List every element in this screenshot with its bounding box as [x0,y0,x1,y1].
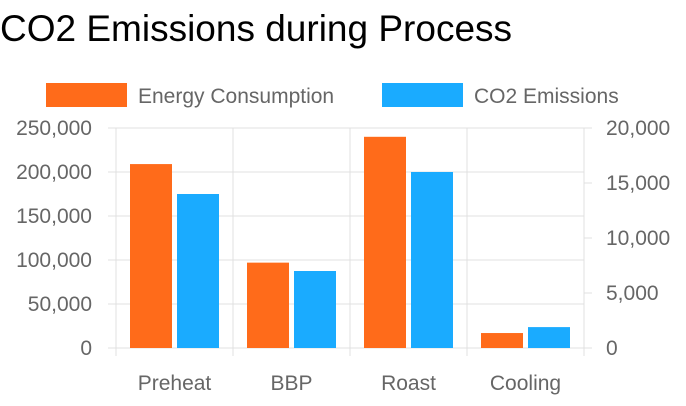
legend-swatch [382,83,463,107]
bar-co2-emissions [294,271,336,348]
y-right-tick-label: 15,000 [606,172,670,195]
legend-label: CO2 Emissions [474,85,619,108]
y-right-tick-label: 0 [606,337,618,360]
y-left-tick-label: 100,000 [16,249,92,272]
x-tick-label: Cooling [490,372,561,395]
bar-co2-emissions [177,194,219,348]
bar-energy-consumption [247,262,289,348]
y-left-tick-label: 200,000 [16,161,92,184]
x-tick-label: BBP [270,372,312,395]
y-left-tick-label: 0 [80,337,92,360]
legend: Energy Consumption CO2 Emissions [46,83,619,108]
legend-label: Energy Consumption [138,85,334,108]
y-left-tick-label: 50,000 [28,293,92,316]
y-left-tick-label: 250,000 [16,117,92,140]
y-right-tick-label: 20,000 [606,117,670,140]
y-right-tick-label: 10,000 [606,227,670,250]
bar-co2-emissions [411,172,453,348]
y-left-tick-label: 150,000 [16,205,92,228]
bar-energy-consumption [130,164,172,348]
bars [130,136,570,348]
bar-energy-consumption [364,136,406,348]
bar-co2-emissions [528,327,570,348]
bar-energy-consumption [481,333,523,348]
x-tick-label: Roast [381,372,436,395]
x-tick-label: Preheat [138,372,212,395]
legend-swatch [46,83,127,107]
axes: 0 50,000 100,000 150,000 200,000 250,000 0 5,00… [16,117,670,395]
chart-title: CO2 Emissions during Process [0,8,513,49]
y-right-tick-label: 5,000 [606,282,659,305]
